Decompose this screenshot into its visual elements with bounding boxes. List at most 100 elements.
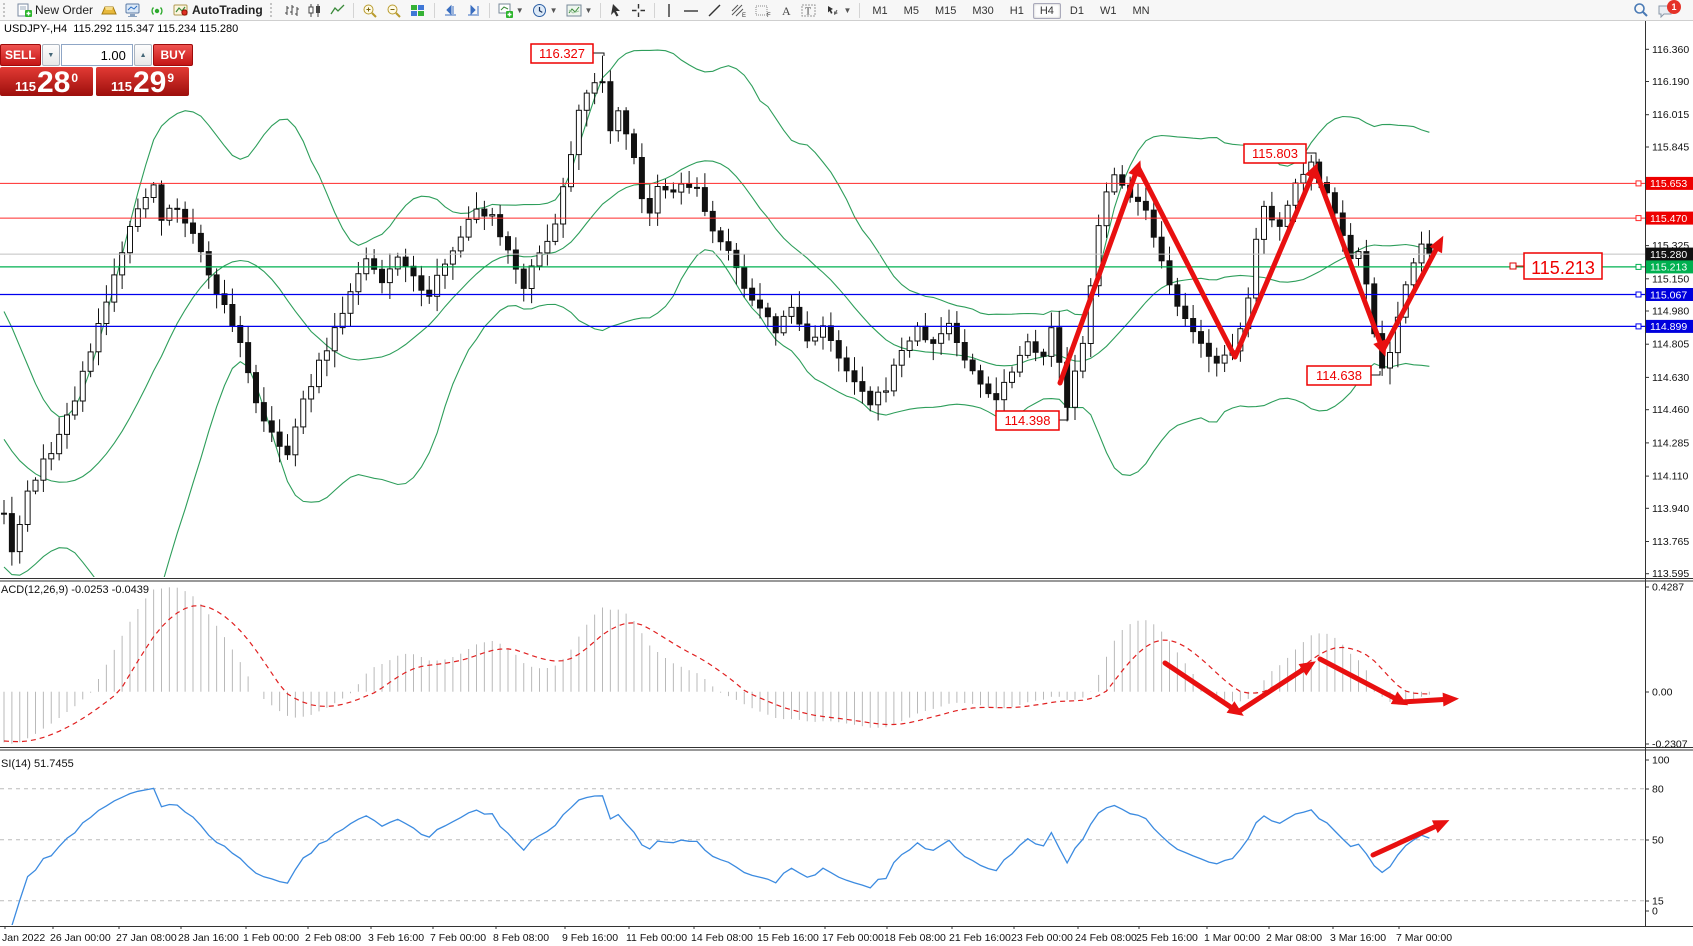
- price-annotation-box[interactable]: [1523, 252, 1603, 280]
- svg-text:116.190: 116.190: [1652, 76, 1689, 88]
- buy-price-pips: 29: [132, 66, 167, 99]
- price-annotation-box[interactable]: [530, 43, 594, 64]
- autotrading-button[interactable]: AutoTrading: [169, 1, 267, 20]
- vertical-line-button[interactable]: [659, 1, 679, 20]
- toolbar-grip[interactable]: [269, 3, 276, 17]
- time-axis[interactable]: Jan 2022 26 Jan 00:00 27 Jan 08:00 28 Jan 1…: [2, 926, 1452, 944]
- tile-windows-icon: [410, 4, 424, 16]
- annotation-connector: [1306, 152, 1317, 166]
- timeframe-buttons: M1 M5 M15 M30 H1 H4 D1 W1 MN: [864, 3, 1157, 19]
- label-tool-button[interactable]: T: [797, 1, 821, 20]
- zoom-in-icon: [363, 4, 377, 18]
- svg-text:A: A: [782, 4, 791, 18]
- panel-frame: [0, 20, 1693, 927]
- vertical-line-icon: [668, 3, 671, 17]
- svg-text:11 Feb 00:00: 11 Feb 00:00: [626, 932, 687, 944]
- svg-text:7 Mar 00:00: 7 Mar 00:00: [1396, 932, 1452, 944]
- volume-decrease-stepper[interactable]: ▼: [41, 44, 61, 66]
- svg-text:18 Feb 08:00: 18 Feb 08:00: [884, 932, 946, 944]
- svg-text:7 Feb 00:00: 7 Feb 00:00: [430, 932, 486, 944]
- chart-shift-button[interactable]: [462, 1, 485, 20]
- template-button[interactable]: ▼: [562, 1, 597, 20]
- toolbar-grip[interactable]: [3, 3, 9, 17]
- svg-text:2 Feb 08:00: 2 Feb 08:00: [305, 932, 361, 944]
- trendline-button[interactable]: [703, 1, 726, 20]
- tile-windows-button[interactable]: [406, 1, 430, 20]
- horizontal-line-objects[interactable]: [0, 180, 1645, 330]
- terminal-button[interactable]: [121, 1, 145, 20]
- annotation-connector: [1371, 371, 1381, 376]
- grid-tool-button[interactable]: F: [751, 1, 776, 20]
- buy-button[interactable]: BUY: [153, 44, 193, 66]
- svg-text:E: E: [742, 13, 746, 18]
- timeframe-button-D1[interactable]: D1: [1069, 5, 1084, 17]
- timeframe-button-M1[interactable]: M1: [872, 5, 888, 17]
- price-annotation-box[interactable]: [1306, 365, 1372, 386]
- svg-text:114.110: 114.110: [1652, 471, 1689, 483]
- notifications-button[interactable]: 1: [1653, 0, 1685, 20]
- chevron-down-icon: ▼: [843, 5, 852, 15]
- zoom-out-button[interactable]: [382, 1, 406, 20]
- search-button[interactable]: [1629, 0, 1653, 20]
- line-chart-button[interactable]: [326, 1, 349, 20]
- svg-text:25 Feb 16:00: 25 Feb 16:00: [1136, 932, 1198, 944]
- grid-tool-icon: F: [755, 5, 771, 18]
- fibonacci-button[interactable]: E: [726, 1, 751, 20]
- main-toolbar: New Order AutoTrading ▼: [0, 0, 1693, 21]
- timeframe-button-M30[interactable]: M30: [972, 5, 994, 17]
- sell-price-display[interactable]: 115 28 0: [0, 67, 93, 98]
- svg-text:114.805: 114.805: [1652, 339, 1689, 351]
- svg-text:114.980: 114.980: [1652, 306, 1689, 318]
- price-annotations[interactable]: 116.327 115.803 114.638 114.398 115.213: [530, 43, 1603, 431]
- svg-text:3 Feb 16:00: 3 Feb 16:00: [368, 932, 424, 944]
- buy-price-display[interactable]: 115 29 9: [96, 66, 189, 99]
- zoom-in-button[interactable]: [358, 1, 382, 20]
- crosshair-button[interactable]: [627, 1, 650, 20]
- svg-text:116.327: 116.327: [539, 46, 585, 61]
- sell-price-point: 0: [71, 71, 79, 85]
- auto-scroll-icon: [444, 4, 456, 15]
- timeframe-button-H1[interactable]: H1: [1009, 5, 1024, 17]
- text-tool-button[interactable]: A: [776, 1, 797, 20]
- timeframe-button-M15[interactable]: M15: [934, 5, 957, 17]
- new-chart-button[interactable]: ▼: [494, 1, 528, 20]
- horizontal-line-button[interactable]: [679, 1, 703, 20]
- gold-button[interactable]: [97, 1, 121, 20]
- bar-chart-button[interactable]: [280, 1, 303, 20]
- new-chart-icon: [498, 3, 513, 18]
- new-order-button[interactable]: New Order: [13, 1, 97, 20]
- timeframe-button-H4[interactable]: H4: [1032, 3, 1061, 19]
- symbol-ohlc-header: USDJPY-,H4 115.292 115.347 115.234 115.2…: [4, 23, 239, 35]
- rsi-indicator: [0, 787, 1645, 925]
- signal-button[interactable]: [145, 1, 169, 20]
- autotrading-icon: [173, 4, 188, 16]
- candlestick-button[interactable]: [303, 1, 326, 20]
- new-order-label: New Order: [35, 3, 94, 17]
- trend-arrows[interactable]: [1057, 160, 1459, 858]
- svg-text:ACD(12,26,9) -0.0253 -0.0439: ACD(12,26,9) -0.0253 -0.0439: [1, 584, 149, 596]
- svg-text:24 Feb 08:00: 24 Feb 08:00: [1075, 932, 1137, 944]
- period-icon: [532, 3, 546, 17]
- period-button[interactable]: ▼: [528, 1, 562, 20]
- svg-text:116.015: 116.015: [1652, 109, 1689, 121]
- indicator-labels: ACD(12,26,9) -0.0253 -0.0439 SI(14) 51.74…: [1, 584, 149, 770]
- timeframe-button-MN[interactable]: MN: [1132, 5, 1150, 17]
- arrow-objects-button[interactable]: ▼: [821, 1, 855, 20]
- price-annotation-box[interactable]: [1243, 143, 1307, 164]
- svg-text:15: 15: [1652, 896, 1664, 908]
- price-annotation-box[interactable]: [995, 410, 1060, 431]
- svg-text:114.460: 114.460: [1652, 404, 1689, 416]
- auto-scroll-button[interactable]: [439, 1, 462, 20]
- sell-button[interactable]: SELL: [0, 44, 41, 66]
- timeframe-button-W1[interactable]: W1: [1099, 5, 1117, 17]
- volume-input[interactable]: 1.00: [61, 44, 133, 66]
- candlestick-icon: [308, 3, 320, 17]
- text-icon: A: [782, 4, 791, 18]
- signal-icon: [151, 6, 163, 15]
- cursor-button[interactable]: [605, 1, 627, 20]
- sell-price-figure: 115: [14, 79, 36, 94]
- timeframe-button-M5[interactable]: M5: [903, 5, 919, 17]
- volume-increase-stepper[interactable]: ▲: [133, 44, 153, 66]
